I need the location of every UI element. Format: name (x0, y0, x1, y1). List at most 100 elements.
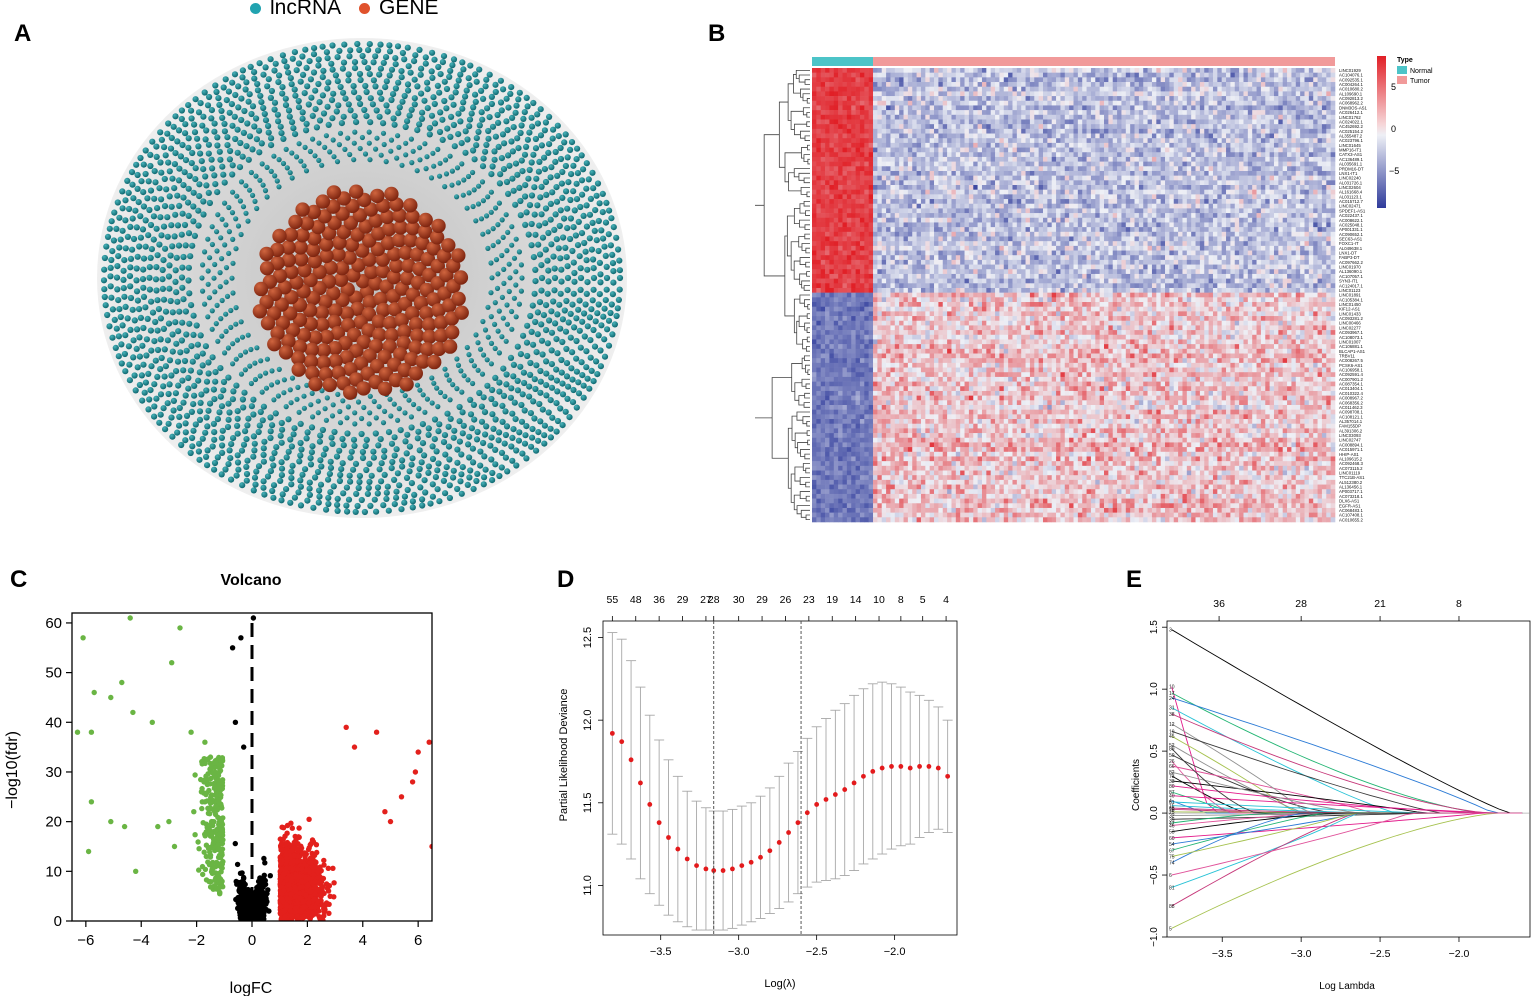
heatmap-cell (1134, 156, 1140, 162)
lncrna-node (269, 382, 275, 388)
heatmap-cell (1204, 152, 1209, 158)
lncrna-node (563, 345, 570, 353)
heatmap-cell (955, 96, 961, 102)
lncrna-node (204, 462, 211, 469)
lncrna-node (561, 215, 568, 222)
lncrna-node (187, 253, 194, 260)
heatmap-cell (1042, 77, 1048, 83)
heatmap-cell (1239, 96, 1244, 102)
lncrna-node (522, 182, 529, 189)
lncrna-node (488, 361, 494, 367)
heatmap-cell (1273, 166, 1279, 172)
lncrna-node (243, 183, 249, 189)
heatmap-cell (1208, 91, 1214, 97)
lncrna-node (157, 366, 164, 373)
heatmap-cell (1143, 82, 1148, 88)
lncrna-node (172, 150, 179, 157)
lncrna-node (509, 434, 516, 441)
heatmap-cell (1117, 142, 1122, 148)
heatmap-cell (1182, 91, 1188, 97)
lncrna-node (147, 327, 154, 334)
lncrna-node (367, 157, 373, 163)
heatmap-cell (977, 156, 983, 162)
heatmap-cell (995, 138, 1000, 144)
lncrna-node (573, 404, 580, 411)
lncrna-node (114, 199, 121, 206)
lncrna-node (361, 404, 367, 411)
heatmap-cell (1295, 119, 1301, 125)
heatmap-cell (846, 72, 852, 78)
heatmap-cell (1064, 82, 1070, 88)
lncrna-node (219, 297, 225, 304)
lncrna-node (287, 436, 294, 443)
heatmap-cell (1195, 138, 1201, 144)
heatmap-cell (1130, 128, 1135, 134)
lncrna-node (178, 441, 185, 449)
heatmap-cell (1243, 77, 1249, 83)
lncrna-node (287, 170, 293, 176)
heatmap-cell (968, 91, 974, 97)
lncrna-node (144, 315, 151, 322)
heatmap-cell (1147, 96, 1153, 102)
heatmap-cell (942, 72, 948, 78)
heatmap-cell (1099, 133, 1105, 139)
heatmap-cell (1121, 82, 1127, 88)
heatmap-cell (899, 147, 904, 153)
heatmap-cell (812, 82, 817, 88)
lncrna-node (325, 476, 332, 483)
lncrna-node (473, 142, 480, 149)
heatmap-cell (1282, 100, 1288, 106)
heatmap-cell (973, 114, 978, 120)
lncrna-node (436, 498, 443, 505)
heatmap-cell (973, 96, 978, 102)
heatmap-cell (1304, 110, 1310, 116)
lncrna-node (458, 451, 465, 458)
heatmap-cell (1073, 68, 1079, 73)
heatmap-cell (929, 133, 935, 139)
lncrna-node (205, 236, 211, 242)
lncrna-node (287, 387, 293, 393)
heatmap-cell (1060, 72, 1066, 78)
lncrna-node (166, 168, 173, 175)
heatmap-cell (816, 124, 822, 130)
heatmap-cell (1269, 72, 1275, 78)
lncrna-node (160, 405, 167, 412)
lncrna-node (196, 408, 204, 415)
heatmap-cell (855, 128, 861, 134)
heatmap-cell (1191, 91, 1196, 97)
heatmap-cell (981, 166, 987, 172)
lncrna-node (386, 48, 394, 55)
heatmap-cell (1260, 128, 1266, 134)
heatmap-cell (881, 142, 887, 148)
lncrna-node (411, 401, 417, 408)
lncrna-node (408, 424, 415, 431)
lncrna-node (133, 288, 141, 295)
heatmap-cell (1191, 68, 1196, 73)
lncrna-node (539, 406, 546, 413)
heatmap-cell (977, 161, 983, 167)
heatmap-cell (1260, 72, 1266, 78)
lncrna-node (586, 385, 593, 392)
lncrna-node (189, 443, 196, 450)
heatmap-cell (1226, 128, 1231, 134)
heatmap-cell (1121, 72, 1127, 78)
lncrna-node (350, 436, 358, 443)
heatmap-cell (1134, 133, 1140, 139)
heatmap-cell (1104, 100, 1109, 106)
heatmap-cell (1112, 100, 1118, 106)
heatmap-cell (1143, 138, 1148, 144)
heatmap-cell (873, 82, 878, 88)
gene-node (386, 270, 402, 285)
heatmap-cell (1195, 124, 1201, 130)
lncrna-node (542, 205, 550, 212)
lncrna-node (459, 409, 466, 416)
heatmap-cell (986, 114, 991, 120)
heatmap-cell (1330, 166, 1336, 172)
heatmap-cell (920, 110, 926, 116)
lncrna-node (122, 217, 129, 224)
lncrna-node (190, 312, 197, 319)
heatmap-cell (1217, 152, 1222, 158)
heatmap-cell (1134, 105, 1140, 111)
heatmap-cell (955, 77, 961, 83)
lncrna-node (182, 392, 189, 399)
